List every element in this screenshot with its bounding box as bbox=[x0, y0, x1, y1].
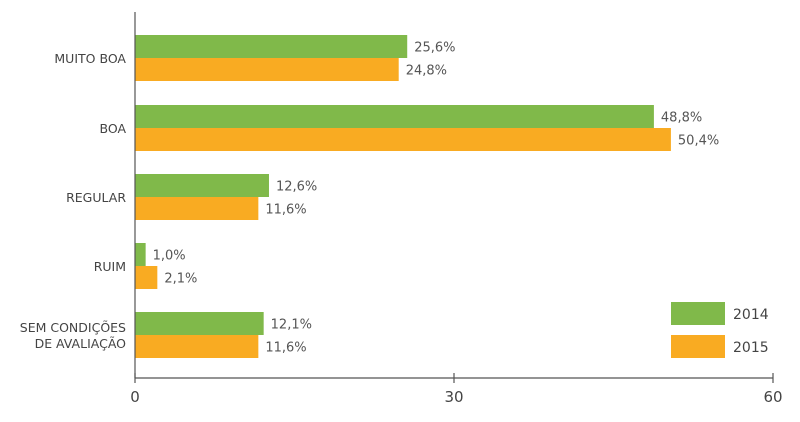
x-tick-label-0: 0 bbox=[130, 388, 140, 406]
legend-swatch-2014 bbox=[671, 302, 725, 325]
bar-2015-1 bbox=[135, 128, 671, 151]
bar-2014-0 bbox=[135, 35, 408, 58]
category-label-3-0: RUIM bbox=[94, 259, 126, 274]
legend-swatch-2015 bbox=[671, 335, 725, 358]
legend-label-2015: 2015 bbox=[733, 340, 769, 356]
bar-2014-3 bbox=[135, 243, 146, 266]
value-label-2015-3: 2,1% bbox=[164, 272, 197, 287]
bar-2015-2 bbox=[135, 197, 259, 220]
value-label-2014-0: 25,6% bbox=[414, 41, 455, 56]
value-label-2014-2: 12,6% bbox=[276, 180, 317, 195]
x-tick-label-2: 60 bbox=[763, 388, 782, 406]
bar-2015-0 bbox=[135, 58, 399, 81]
bar-2015-3 bbox=[135, 266, 158, 289]
value-label-2014-1: 48,8% bbox=[661, 111, 702, 126]
value-label-2015-1: 50,4% bbox=[678, 134, 719, 149]
axes-layer: 0 30 60 bbox=[130, 12, 783, 406]
bar-2015-4 bbox=[135, 335, 259, 358]
value-label-2014-3: 1,0% bbox=[153, 249, 186, 264]
bar-2014-2 bbox=[135, 174, 269, 197]
category-label-4-0: SEM CONDIÇÕES bbox=[20, 320, 126, 335]
legend-label-2014: 2014 bbox=[733, 307, 769, 323]
category-label-1-0: BOA bbox=[99, 121, 126, 136]
bar-2014-4 bbox=[135, 312, 264, 335]
labels-layer: 25,6% 24,8% MUITO BOA 48,8% 50,4% BOA 12,6% 11,… bbox=[20, 41, 719, 356]
value-label-2015-0: 24,8% bbox=[406, 64, 447, 79]
legend: 2014 2015 bbox=[671, 302, 769, 358]
category-label-4-1: DE AVALIAÇÃO bbox=[35, 336, 127, 351]
bars-layer bbox=[135, 35, 671, 358]
value-label-2015-4: 11,6% bbox=[265, 341, 306, 356]
category-label-0-0: MUITO BOA bbox=[54, 51, 126, 66]
x-tick-label-1: 30 bbox=[444, 388, 463, 406]
bar-2014-1 bbox=[135, 105, 654, 128]
value-label-2014-4: 12,1% bbox=[271, 318, 312, 333]
category-label-2-0: REGULAR bbox=[66, 190, 126, 205]
value-label-2015-2: 11,6% bbox=[265, 203, 306, 218]
